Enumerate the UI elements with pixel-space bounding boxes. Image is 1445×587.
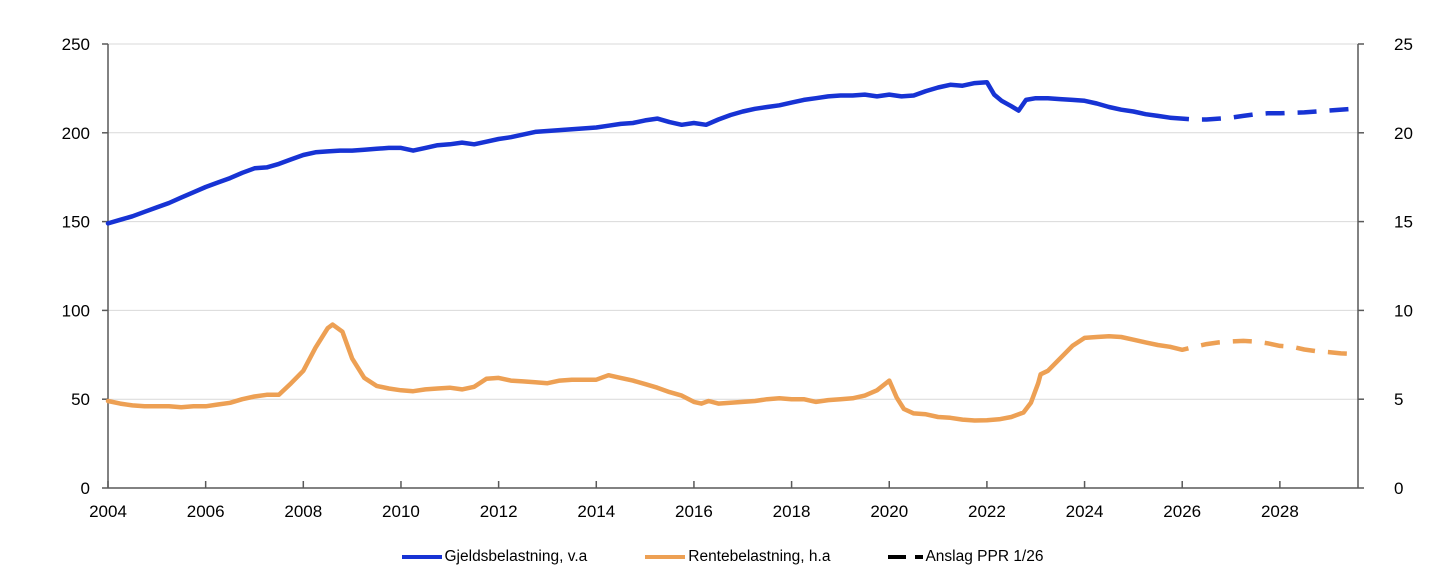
series-gjeldsbelastning: [105, 79, 1173, 226]
y-axis-right-tick-label: 10: [1394, 301, 1413, 320]
series-forecast-rentebelastning: [1169, 338, 1354, 357]
y-axis-right-tick-label: 25: [1394, 35, 1413, 54]
y-axis-left-tick-label: 200: [62, 124, 90, 143]
y-axis-left-tick-label: 0: [81, 479, 90, 498]
x-axis-tick-label: 2012: [480, 502, 518, 521]
y-axis-right-tick-label: 20: [1394, 124, 1413, 143]
legend-label-anslag: Anslag PPR 1/26: [925, 548, 1044, 565]
legend-label-gjeldsbelastning: Gjeldsbelastning, v.a: [444, 548, 588, 565]
x-axis-tick-label: 2018: [773, 502, 811, 521]
chart-area: 0 50 100 150 200 250 0 5 10 15 20 25 2004 2006 2008 201…: [62, 35, 1413, 521]
x-axis-tick-label: 2026: [1163, 502, 1201, 521]
legend-marker-blue-line: [401, 554, 442, 560]
y-axis-left-tick-label: 150: [62, 213, 90, 232]
x-axis-tick-label: 2024: [1066, 502, 1104, 521]
series-forecast-gjeldsbelastning: [1169, 106, 1354, 122]
x-axis-tick-label: 2014: [577, 502, 615, 521]
y-axis-right-tick-label: 5: [1394, 390, 1403, 409]
legend-item-rentebelastning: Rentebelastning, h.a: [645, 548, 830, 566]
y-axis-right-tick-label: 0: [1394, 479, 1403, 498]
x-axis-tick-label: 2022: [968, 502, 1006, 521]
x-axis-tick-label: 2004: [89, 502, 127, 521]
x-axis-tick-label: 2016: [675, 502, 713, 521]
y-axis-right-tick-label: 15: [1394, 213, 1413, 232]
chart-svg: 0 50 100 150 200 250 0 5 10 15 20 25 2004 2006 2008 201…: [62, 35, 1413, 521]
x-axis-tick-label: 2006: [187, 502, 225, 521]
legend-marker-black-dashes: [888, 554, 924, 560]
x-axis-tick-label: 2008: [284, 502, 322, 521]
x-axis-tick-label: 2020: [870, 502, 908, 521]
y-axis-left-tick-label: 250: [62, 35, 90, 54]
series-rentebelastning: [105, 322, 1173, 423]
y-axis-left-tick-label: 50: [71, 390, 90, 409]
legend-item-gjeldsbelastning: Gjeldsbelastning, v.a: [401, 548, 588, 566]
x-axis-tick-label: 2028: [1261, 502, 1299, 521]
x-axis-tick-label: 2010: [382, 502, 420, 521]
legend-item-anslag: Anslag PPR 1/26: [888, 548, 1043, 566]
legend-label-rentebelastning: Rentebelastning, h.a: [688, 548, 831, 565]
legend-marker-orange-line: [645, 554, 686, 560]
y-axis-left-tick-label: 100: [62, 301, 90, 320]
chart-legend: Gjeldsbelastning, v.a Rentebelastning, h…: [0, 548, 1445, 566]
